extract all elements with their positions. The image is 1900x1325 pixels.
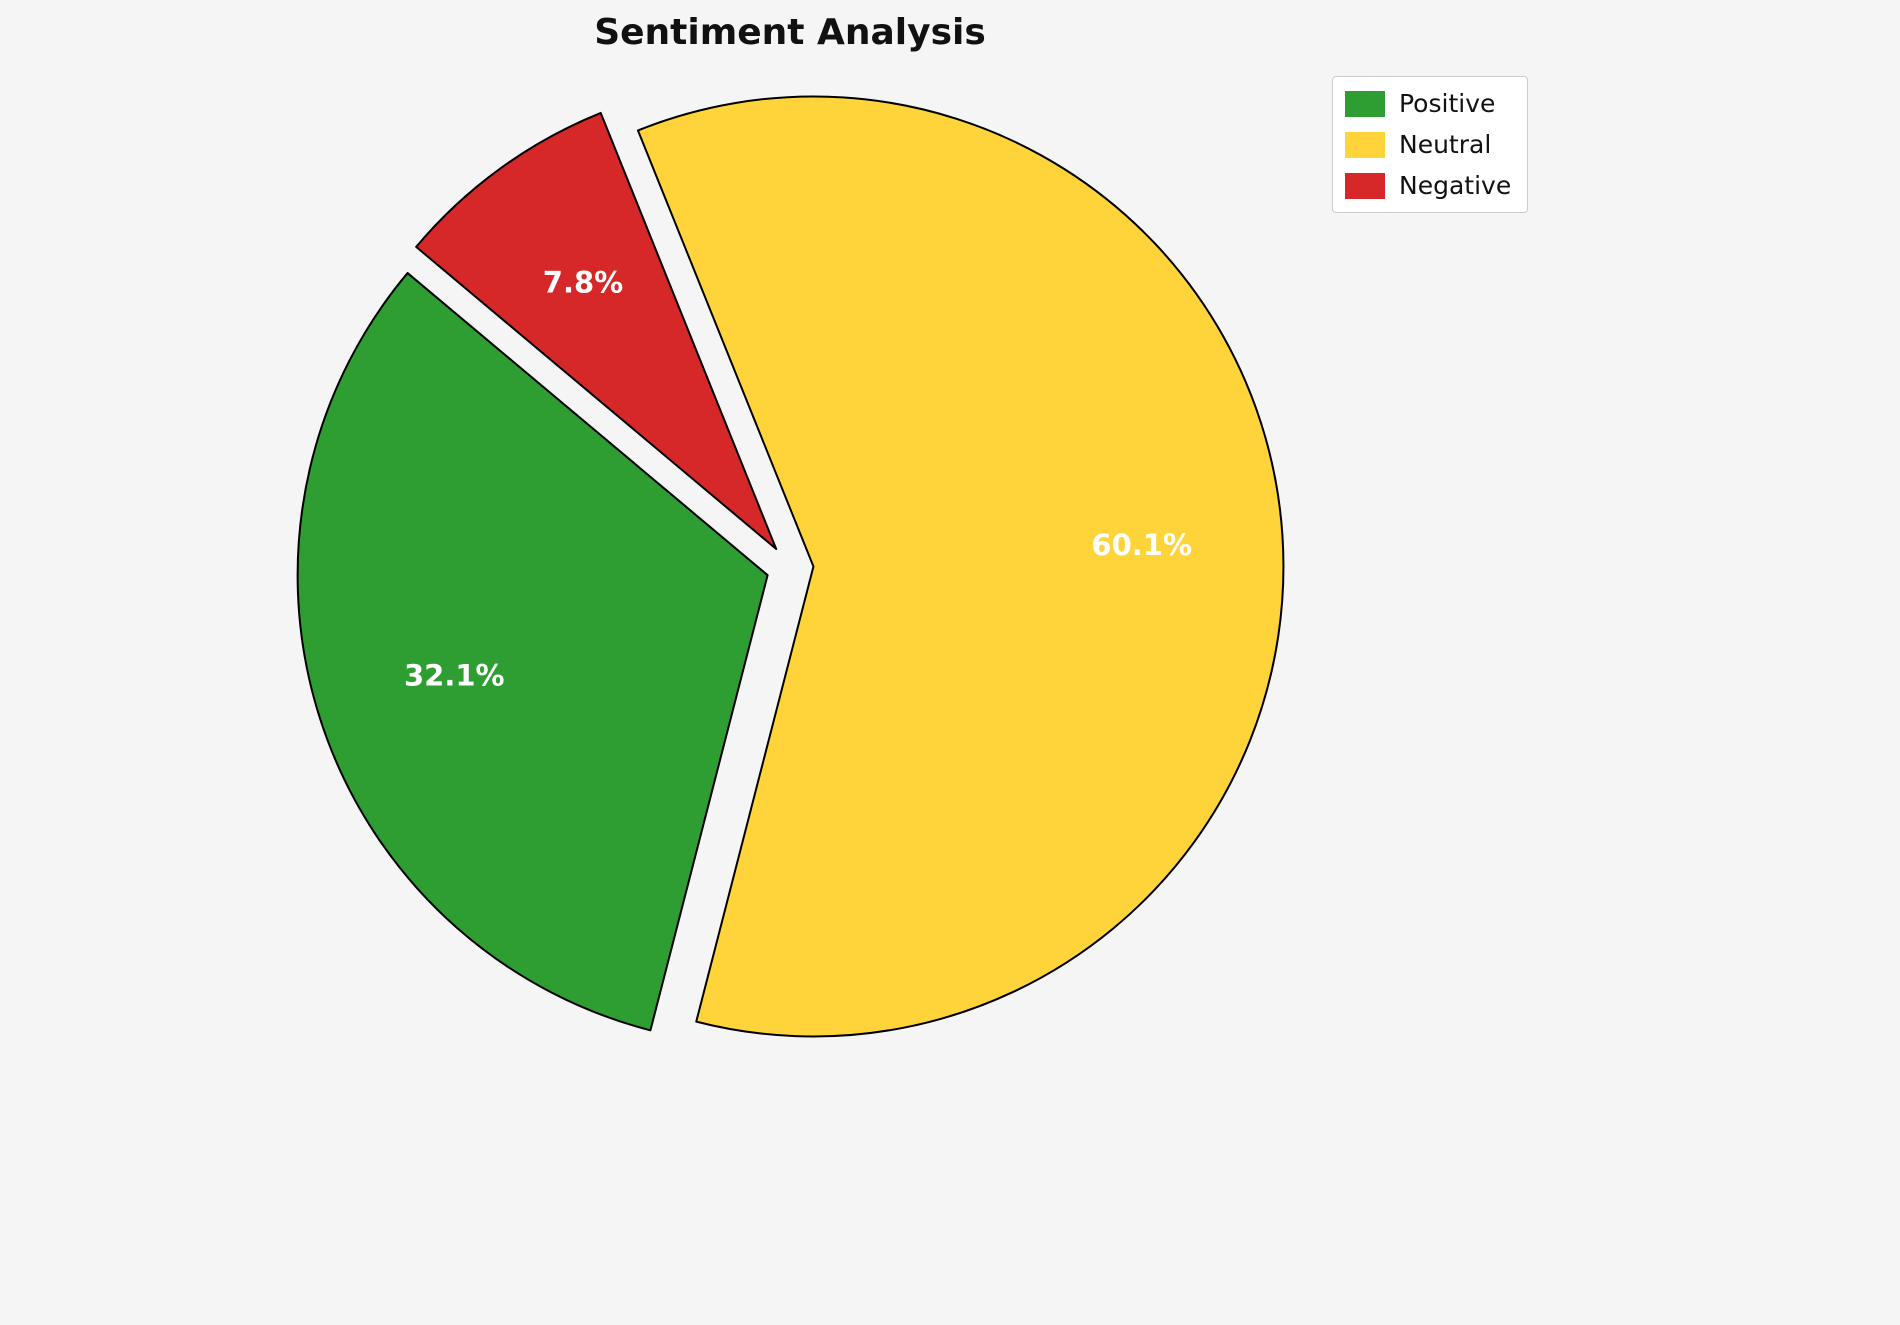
pct-label-negative: 7.8%: [543, 266, 623, 300]
legend-label-neutral: Neutral: [1399, 130, 1492, 159]
legend-swatch-neutral: [1345, 131, 1385, 158]
pct-label-neutral: 60.1%: [1091, 528, 1192, 562]
pct-label-positive: 32.1%: [404, 659, 505, 693]
chart-title: Sentiment Analysis: [594, 12, 986, 53]
legend-item-positive: Positive: [1345, 89, 1511, 118]
pie-slice-negative: [415, 111, 778, 550]
pie-slice-neutral: [636, 95, 1285, 1038]
pie-slice-positive: [296, 272, 769, 1032]
legend-item-neutral: Neutral: [1345, 130, 1511, 159]
legend: Positive Neutral Negative: [1332, 76, 1529, 213]
legend-label-negative: Negative: [1399, 171, 1512, 200]
legend-item-negative: Negative: [1345, 171, 1511, 200]
legend-swatch-positive: [1345, 90, 1385, 117]
legend-swatch-negative: [1345, 172, 1385, 199]
legend-label-positive: Positive: [1399, 89, 1496, 118]
